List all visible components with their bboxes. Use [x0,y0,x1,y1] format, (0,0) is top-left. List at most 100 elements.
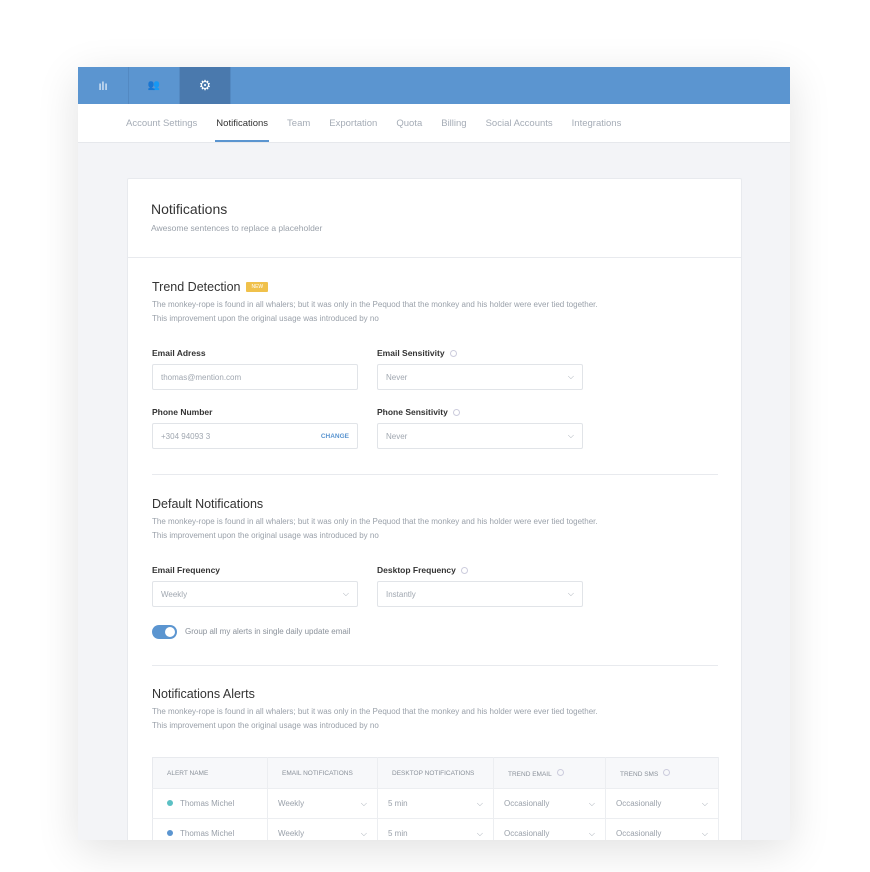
app-window: ılı 👥 ⚙ Account Settings Notifications T… [78,67,790,840]
tab-account-settings[interactable]: Account Settings [126,118,198,129]
users-tab[interactable]: 👥 [129,67,180,104]
email-select[interactable]: Weekly ⌵ [267,788,378,819]
select-value: Weekly [278,828,305,838]
select-value: Occasionally [504,828,550,838]
page-subtitle: Awesome sentences to replace a placehold… [151,223,323,233]
section-desc: The monkey-rope is found in all whalers;… [152,300,598,309]
phone-input[interactable]: +304 94093 3 CHANGE [152,423,358,449]
chevron-down-icon: ⌵ [588,828,595,838]
select-value: 5 min [388,798,408,808]
table-header: ALERT NAME EMAIL NOTIFICATIONS DESKTOP N… [152,757,719,789]
column-header: DESKTOP NOTIFICATIONS [377,757,494,789]
desktop-select[interactable]: 5 min ⌵ [377,788,494,819]
divider [152,665,718,666]
chevron-down-icon: ⌵ [360,828,367,838]
gear-icon: ⚙ [198,77,212,93]
toggle-label: Group all my alerts in single daily upda… [185,627,351,636]
header-text: TREND SMS [620,770,659,778]
phone-value: +304 94093 3 [161,431,211,441]
trend-detection-section: Trend Detection NEW The monkey-rope is fo… [152,280,718,326]
tab-team[interactable]: Team [287,118,311,129]
trend-email-select[interactable]: Occasionally ⌵ [493,788,606,819]
select-value: Occasionally [616,798,662,808]
info-icon[interactable] [556,768,564,776]
desktop-frequency-label: Desktop Frequency [377,565,468,575]
trend-sms-select[interactable]: Occasionally ⌵ [605,788,719,819]
tab-billing[interactable]: Billing [441,118,467,129]
change-phone-button[interactable]: CHANGE [320,432,349,440]
email-sensitivity-label: Email Sensitivity [377,348,457,358]
notifications-card: Notifications Awesome sentences to repla… [127,178,742,840]
chevron-down-icon: ⌵ [567,589,574,598]
stats-tab[interactable]: ılı [78,67,129,104]
select-value: Weekly [161,589,188,599]
top-bar: ılı 👥 ⚙ [78,67,790,104]
tab-social-accounts[interactable]: Social Accounts [485,118,553,129]
status-dot [167,830,173,836]
email-input[interactable]: thomas@mention.com [152,364,358,390]
chevron-down-icon: ⌵ [701,798,708,808]
label-text: Phone Sensitivity [377,407,448,417]
default-notifications-section: Default Notifications The monkey-rope is… [152,497,718,543]
page-title: Notifications [151,201,228,217]
chevron-down-icon: ⌵ [476,828,483,838]
column-header: ALERT NAME [152,757,268,789]
info-icon[interactable] [452,408,460,416]
select-value: 5 min [388,828,408,838]
section-desc: This improvement upon the original usage… [152,721,379,730]
select-value: Never [386,372,408,382]
users-icon: 👥 [147,80,161,91]
select-value: Instantly [386,589,416,599]
settings-subnav: Account Settings Notifications Team Expo… [78,104,790,143]
tab-quota[interactable]: Quota [396,118,423,129]
tab-notifications[interactable]: Notifications [215,104,269,142]
chevron-down-icon: ⌵ [701,828,708,838]
select-value: Never [386,431,408,441]
trend-sms-select[interactable]: Occasionally ⌵ [605,818,719,840]
email-sensitivity-select[interactable]: Never ⌵ [377,364,583,390]
info-icon[interactable] [663,768,671,776]
email-placeholder: thomas@mention.com [161,372,242,382]
email-frequency-select[interactable]: Weekly ⌵ [152,581,358,607]
phone-sensitivity-label: Phone Sensitivity [377,407,460,417]
section-desc: This improvement upon the original usage… [152,314,379,323]
header-text: TREND EMAIL [508,770,552,778]
column-header: TREND EMAIL [493,757,606,789]
chevron-down-icon: ⌵ [476,798,483,808]
select-value: Occasionally [616,828,662,838]
section-desc: This improvement upon the original usage… [152,531,379,540]
phone-label: Phone Number [152,407,213,417]
alerts-table: ALERT NAME EMAIL NOTIFICATIONS DESKTOP N… [152,757,719,840]
phone-sensitivity-select[interactable]: Never ⌵ [377,423,583,449]
info-icon[interactable] [460,566,468,574]
tab-exportation[interactable]: Exportation [329,118,378,129]
bar-chart-icon: ılı [98,78,108,93]
label-text: Email Sensitivity [377,348,445,358]
status-dot [167,800,173,806]
section-title: Default Notifications [152,497,264,511]
table-row: Thomas Michel Weekly ⌵ 5 min ⌵ Occasionall… [152,818,719,840]
chevron-down-icon: ⌵ [567,372,574,381]
section-desc: The monkey-rope is found in all whalers;… [152,517,598,526]
chevron-down-icon: ⌵ [342,589,349,598]
section-desc: The monkey-rope is found in all whalers;… [152,707,598,716]
section-title: Trend Detection [152,280,241,294]
label-text: Desktop Frequency [377,565,456,575]
desktop-select[interactable]: 5 min ⌵ [377,818,494,840]
email-label: Email Adress [152,348,206,358]
info-icon[interactable] [449,349,457,357]
tab-integrations[interactable]: Integrations [571,118,622,129]
divider [152,474,718,475]
settings-tab[interactable]: ⚙ [180,67,231,104]
new-badge: NEW [246,282,269,292]
select-value: Occasionally [504,798,550,808]
trend-email-select[interactable]: Occasionally ⌵ [493,818,606,840]
chevron-down-icon: ⌵ [360,798,367,808]
group-alerts-toggle[interactable] [152,625,177,639]
table-row: Thomas Michel Weekly ⌵ 5 min ⌵ Occasionall… [152,788,719,819]
alert-name: Thomas Michel [180,829,235,838]
desktop-frequency-select[interactable]: Instantly ⌵ [377,581,583,607]
email-select[interactable]: Weekly ⌵ [267,818,378,840]
alert-name: Thomas Michel [180,799,235,808]
notifications-alerts-section: Notifications Alerts The monkey-rope is … [152,687,718,733]
